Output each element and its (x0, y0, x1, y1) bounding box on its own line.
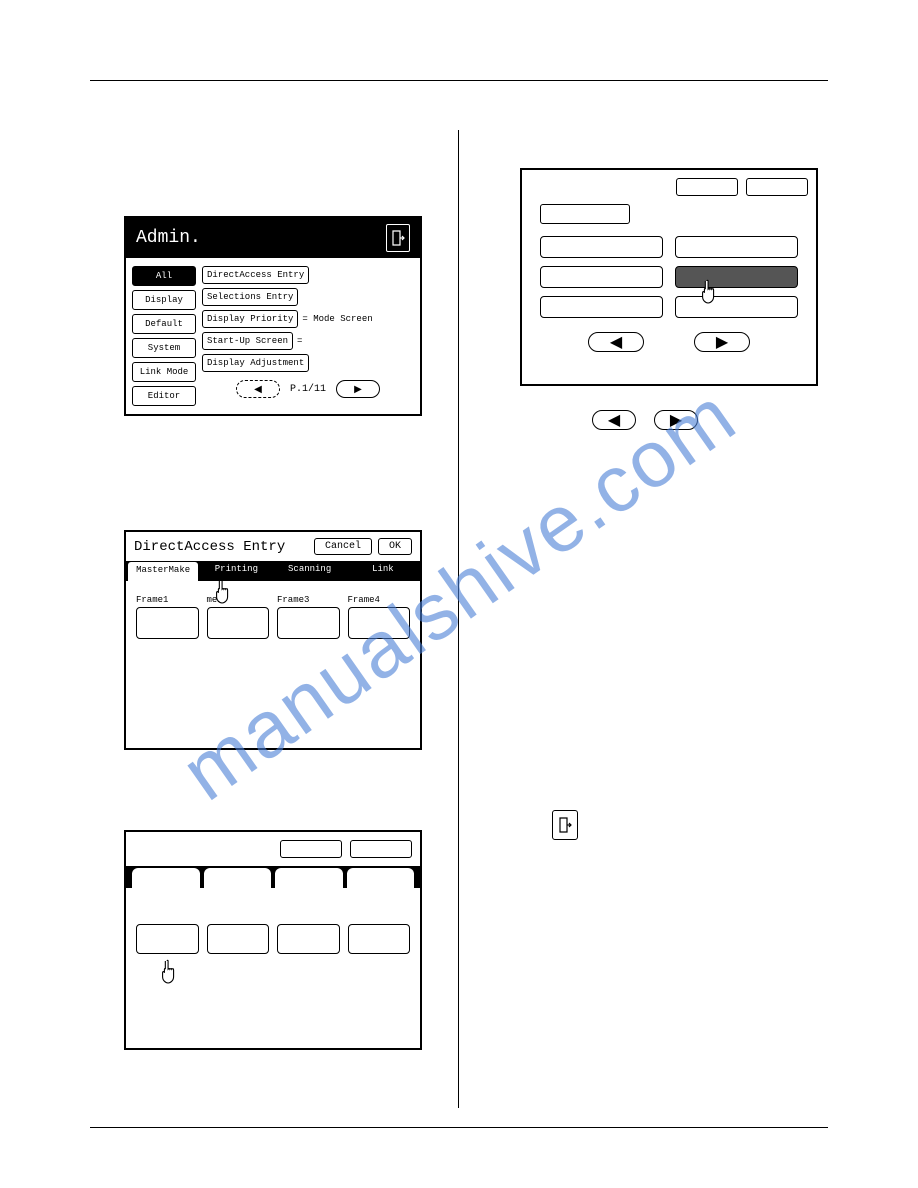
category-system[interactable]: System (132, 338, 196, 358)
column-divider (458, 130, 459, 1108)
frame-row: Frame1 me2 Frame3 Frame4 (126, 581, 420, 653)
setting-suffix: = Mode Screen (302, 314, 372, 324)
admin-settings: DirectAccess Entry Selections Entry Disp… (202, 266, 414, 406)
d-subheader (522, 204, 816, 232)
frame-slot[interactable] (207, 607, 270, 639)
admin-category-list: All Display Default System Link Mode Edi… (132, 266, 196, 406)
setting-selections-entry[interactable]: Selections Entry (202, 288, 298, 306)
exit-icon[interactable] (386, 224, 410, 252)
page-rule-top (90, 80, 828, 81)
cancel-button[interactable]: Cancel (314, 538, 372, 555)
mode-tabs: MasterMake Printing Scanning Link (126, 561, 420, 581)
tab-printing[interactable]: Printing (201, 561, 272, 581)
frame-slot[interactable] (277, 607, 340, 639)
category-editor[interactable]: Editor (132, 386, 196, 406)
setting-row: Selections Entry (202, 288, 414, 306)
setting-directaccess-entry[interactable]: DirectAccess Entry (202, 266, 309, 284)
function-item-selected[interactable] (675, 266, 798, 288)
function-item[interactable] (675, 236, 798, 258)
directaccess-entry-screen: DirectAccess Entry Cancel OK MasterMake … (124, 530, 422, 750)
function-item[interactable] (540, 296, 663, 318)
c-tabs (126, 866, 420, 888)
frame-slot[interactable] (136, 924, 199, 954)
frame-slot[interactable] (207, 924, 270, 954)
category-all[interactable]: All (132, 266, 196, 286)
frame-2: me2 (207, 595, 270, 639)
setting-row: DirectAccess Entry (202, 266, 414, 284)
next-page-button[interactable]: ▶ (694, 332, 750, 352)
admin-body: All Display Default System Link Mode Edi… (126, 258, 420, 414)
function-item[interactable] (540, 236, 663, 258)
page-indicator: P.1/11 (290, 384, 326, 395)
setting-startup-screen[interactable]: Start-Up Screen (202, 332, 293, 350)
cancel-button[interactable] (676, 178, 738, 196)
frame-slot[interactable] (277, 924, 340, 954)
inline-pager: ◀ ▶ (592, 410, 698, 430)
setting-row: Display Adjustment (202, 354, 414, 372)
cancel-button[interactable] (280, 840, 342, 858)
ok-button[interactable]: OK (378, 538, 412, 555)
function-item[interactable] (540, 266, 663, 288)
category-link-mode[interactable]: Link Mode (132, 362, 196, 382)
ok-button[interactable] (350, 840, 412, 858)
function-item[interactable] (675, 296, 798, 318)
mode-indicator (540, 204, 630, 224)
next-page-button[interactable]: ▶ (336, 380, 380, 398)
d-header (522, 170, 816, 204)
setting-row: Start-Up Screen = (202, 332, 414, 350)
c-header (126, 832, 420, 866)
setting-display-priority[interactable]: Display Priority (202, 310, 298, 328)
frame-slot[interactable] (348, 924, 411, 954)
frame-label: Frame3 (277, 595, 340, 605)
frame-select-screen (124, 830, 422, 1050)
category-display[interactable]: Display (132, 290, 196, 310)
prev-page-button[interactable]: ◀ (592, 410, 636, 430)
tab-mastermake[interactable]: MasterMake (127, 561, 199, 581)
page-rule-bottom (90, 1127, 828, 1128)
function-grid (522, 232, 816, 322)
frame-slot[interactable] (136, 607, 199, 639)
prev-page-button[interactable]: ◀ (588, 332, 644, 352)
frame-3: Frame3 (277, 595, 340, 639)
frame-slot[interactable] (348, 607, 411, 639)
frame-4: Frame4 (348, 595, 411, 639)
next-page-button[interactable]: ▶ (654, 410, 698, 430)
da-header: DirectAccess Entry Cancel OK (126, 532, 420, 561)
frame-label: Frame4 (348, 595, 411, 605)
tab[interactable] (204, 868, 272, 888)
pager: ◀ P.1/11 ▶ (202, 380, 414, 398)
frame-label: me2 (207, 595, 270, 605)
category-default[interactable]: Default (132, 314, 196, 334)
tab[interactable] (132, 868, 200, 888)
prev-page-button[interactable]: ◀ (236, 380, 280, 398)
c-frames (126, 888, 420, 964)
d-pager: ◀ ▶ (522, 322, 816, 352)
tab[interactable] (347, 868, 415, 888)
frame-1: Frame1 (136, 595, 199, 639)
setting-suffix: = (297, 336, 302, 346)
da-title: DirectAccess Entry (134, 539, 285, 555)
admin-screen: Admin. All Display Default System Link M… (124, 216, 422, 416)
admin-header: Admin. (126, 218, 420, 258)
frame-label: Frame1 (136, 595, 199, 605)
ok-button[interactable] (746, 178, 808, 196)
tab-link[interactable]: Link (348, 561, 419, 581)
setting-display-adjustment[interactable]: Display Adjustment (202, 354, 309, 372)
function-list-screen: ◀ ▶ (520, 168, 818, 386)
tab[interactable] (275, 868, 343, 888)
tab-scanning[interactable]: Scanning (275, 561, 346, 581)
setting-row: Display Priority = Mode Screen (202, 310, 414, 328)
admin-title: Admin. (136, 228, 201, 248)
exit-icon[interactable] (552, 810, 578, 840)
